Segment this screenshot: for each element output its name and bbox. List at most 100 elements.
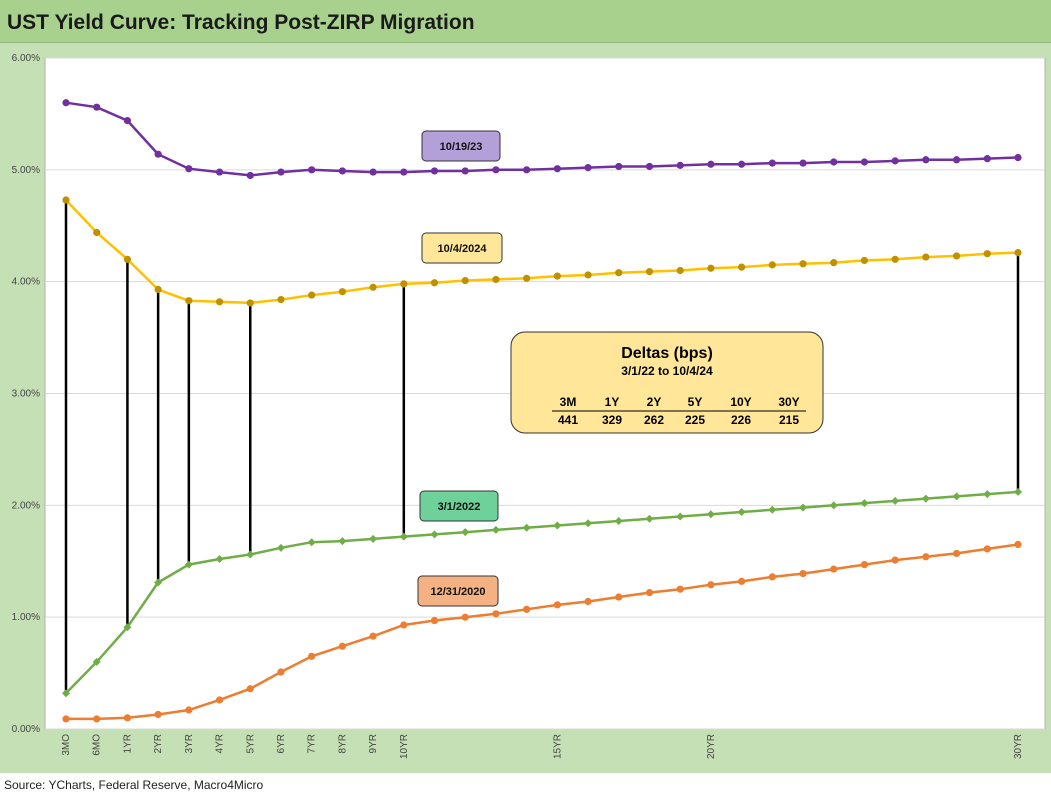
data-point	[952, 252, 961, 260]
data-point	[921, 494, 930, 503]
x-tick-label: 3YR	[184, 734, 195, 753]
data-point	[215, 696, 224, 704]
data-point	[799, 503, 808, 512]
x-tick-label: 2YR	[153, 734, 164, 753]
data-point	[93, 103, 101, 111]
data-point	[922, 156, 930, 164]
data-point	[952, 492, 961, 501]
data-point	[768, 573, 776, 581]
data-point	[891, 157, 899, 165]
data-point	[461, 528, 470, 537]
data-point	[308, 291, 316, 299]
data-point	[399, 532, 408, 541]
series-label: 3/1/2022	[438, 501, 481, 513]
data-point	[154, 578, 163, 587]
data-point	[829, 501, 838, 510]
data-point	[492, 610, 500, 618]
series-line-12-31-2020	[66, 543, 1019, 721]
data-point	[983, 545, 991, 553]
data-point	[185, 165, 193, 173]
data-point	[645, 514, 654, 523]
y-tick-label: 1.00%	[12, 612, 40, 623]
series-label-box	[421, 130, 501, 162]
series-label: 10/4/2024	[438, 243, 488, 255]
data-point	[400, 621, 408, 629]
data-point	[369, 283, 377, 291]
deltas-subtitle: 3/1/22 to 10/4/24	[621, 364, 713, 378]
data-point	[738, 160, 746, 168]
data-point	[983, 155, 991, 163]
data-point	[461, 167, 469, 175]
deltas-header: 3M	[560, 395, 577, 409]
deltas-value: 329	[602, 413, 622, 427]
data-point	[615, 162, 623, 171]
data-point	[676, 266, 684, 275]
x-tick-label: 1YR	[122, 734, 133, 753]
data-point	[338, 642, 346, 650]
data-point	[246, 171, 254, 180]
y-tick-label: 3.00%	[12, 389, 40, 400]
series-label-box	[419, 490, 499, 522]
data-point	[492, 275, 500, 284]
data-point	[1014, 487, 1022, 496]
data-point	[123, 714, 132, 722]
data-point	[830, 158, 838, 166]
data-point	[338, 167, 346, 175]
data-point	[123, 117, 132, 125]
deltas-header: 10Y	[730, 395, 751, 409]
series-label: 10/19/23	[440, 141, 483, 153]
data-point	[400, 280, 408, 288]
data-point	[891, 556, 899, 564]
data-point	[154, 710, 162, 719]
data-point	[860, 499, 869, 508]
data-point	[553, 601, 561, 609]
data-point	[338, 288, 346, 296]
data-point	[983, 490, 992, 499]
deltas-value: 226	[731, 413, 751, 427]
data-point	[523, 605, 531, 613]
x-tick-label: 8YR	[337, 734, 348, 753]
deltas-box	[510, 331, 824, 434]
data-point	[860, 561, 869, 569]
source-note: Source: YCharts, Federal Reserve, Macro4…	[4, 778, 264, 792]
data-point	[584, 163, 592, 172]
deltas-value: 441	[558, 413, 578, 427]
data-point	[1014, 248, 1022, 257]
data-point	[338, 537, 347, 546]
data-point	[737, 508, 746, 517]
data-point	[154, 285, 162, 294]
data-point	[952, 156, 961, 164]
y-tick-label: 6.00%	[12, 53, 40, 64]
data-point	[645, 268, 654, 276]
data-point	[952, 549, 961, 558]
deltas-header: 30Y	[778, 395, 799, 409]
data-point	[430, 530, 439, 539]
data-point	[461, 613, 469, 621]
y-tick-label: 4.00%	[12, 277, 40, 288]
data-point	[553, 272, 561, 280]
data-point	[830, 565, 838, 573]
data-point	[584, 519, 593, 528]
yield-curve-chart: 0.00% 1.00% 2.00% 3.00% 4.00% 5.00% 6.00% 3MO 6M…	[12, 53, 1046, 759]
data-point	[430, 167, 439, 175]
deltas-value: 215	[779, 413, 799, 427]
data-point	[860, 158, 869, 166]
data-point	[92, 657, 101, 666]
y-tick-label: 5.00%	[12, 165, 40, 176]
data-point	[799, 260, 807, 268]
data-point	[491, 525, 500, 534]
deltas-title: Deltas (bps)	[621, 345, 713, 362]
data-point	[277, 295, 285, 304]
x-tick-label: 20YR	[706, 734, 717, 759]
series-line-10-19-23	[65, 101, 1019, 177]
data-point	[1014, 540, 1022, 549]
data-point	[215, 555, 224, 564]
data-point	[430, 279, 439, 287]
data-point	[215, 298, 224, 306]
data-point	[891, 255, 899, 263]
data-point	[277, 668, 285, 676]
data-point	[707, 581, 715, 589]
title-bar: UST Yield Curve: Tracking Post-ZIRP Migr…	[0, 0, 1051, 43]
data-point	[246, 299, 254, 307]
data-point	[922, 253, 930, 261]
